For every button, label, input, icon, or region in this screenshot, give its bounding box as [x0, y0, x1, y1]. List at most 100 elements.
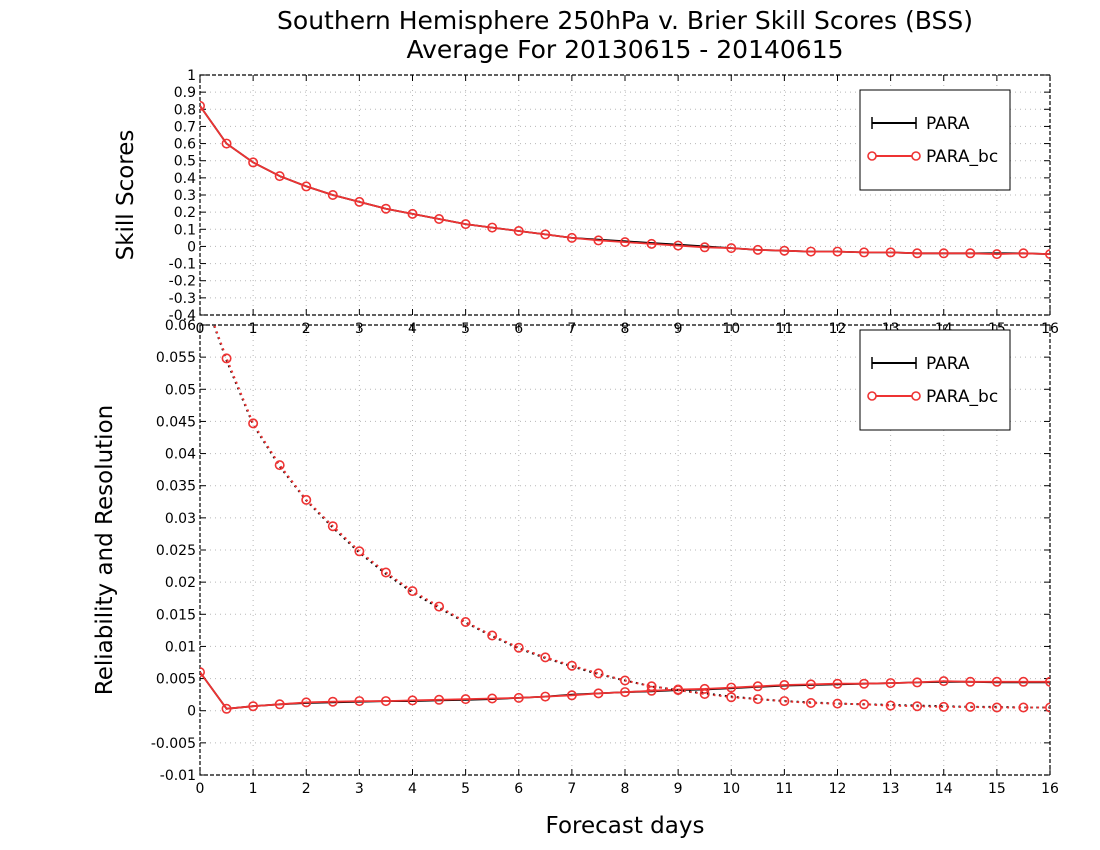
data-point-para-bc — [248, 701, 259, 712]
data-point-para-bc — [938, 701, 949, 712]
data-point-para-bc — [407, 208, 418, 219]
data-point-para-bc — [434, 694, 445, 705]
series-line-para-bc-solid — [200, 105, 1050, 256]
x-tick-label: 7 — [567, 781, 576, 797]
x-tick-label: 8 — [621, 781, 630, 797]
data-point-para-bc — [248, 157, 259, 168]
y-tick-label: 0.03 — [165, 511, 196, 527]
y-tick-label: 0.025 — [156, 543, 196, 559]
data-point-para-bc — [673, 685, 684, 696]
data-point-para-bc — [726, 682, 737, 693]
series-group — [200, 325, 1050, 714]
data-point-para-bc — [832, 246, 843, 257]
data-point-para-bc — [726, 692, 737, 703]
y-tick-label: 0 — [187, 239, 196, 255]
data-point-para-bc — [380, 696, 391, 707]
data-point-para-bc — [912, 701, 923, 712]
data-point-para-bc — [407, 586, 418, 597]
data-point-para-bc — [832, 698, 843, 709]
data-point-para-bc — [513, 226, 524, 237]
legend-marker — [867, 391, 877, 401]
data-point-para-bc — [540, 652, 551, 663]
data-point-para-bc — [965, 676, 976, 687]
legend-box — [859, 329, 1011, 431]
legend-marker — [911, 391, 921, 401]
x-axis-label: Forecast days — [546, 813, 705, 839]
y-tick-label: 0.06 — [165, 318, 196, 334]
data-point-para-bc — [593, 668, 604, 679]
data-point-para-bc — [221, 138, 232, 149]
x-tick-label: 10 — [722, 781, 740, 797]
y-tick-label: 1 — [187, 68, 196, 84]
data-point-para-bc — [274, 460, 285, 471]
x-tick-label: 16 — [1041, 781, 1059, 797]
y-tick-label: 0.2 — [174, 205, 196, 221]
chart-title-line2: Average For 20130615 - 20140615 — [406, 35, 843, 64]
data-point-para-bc — [912, 677, 923, 688]
data-point-para-bc — [1045, 249, 1050, 260]
data-point-para-bc — [1018, 248, 1029, 259]
data-point-para-bc — [380, 567, 391, 578]
y-tick-label: -0.4 — [169, 308, 196, 324]
data-point-para-bc — [434, 214, 445, 225]
data-point-para-bc — [301, 697, 312, 708]
y-tick-label: -0.3 — [169, 291, 196, 307]
data-point-para-bc — [460, 616, 471, 627]
data-point-para-bc — [699, 242, 710, 253]
data-point-para-bc — [593, 235, 604, 246]
data-point-para-bc — [991, 702, 1002, 713]
data-point-para-bc — [832, 678, 843, 689]
data-point-para-bc — [566, 690, 577, 701]
x-tick-label: 3 — [355, 781, 364, 797]
x-tick-label: 13 — [882, 781, 900, 797]
data-point-para-bc — [407, 695, 418, 706]
chart-title-line1: Southern Hemisphere 250hPa v. Brier Skil… — [277, 6, 973, 35]
data-point-para-bc — [540, 691, 551, 702]
legend: PARA PARA_bc — [859, 329, 1011, 431]
data-point-para-bc — [965, 701, 976, 712]
data-point-para-bc — [938, 676, 949, 687]
y-tick-label: 0.4 — [174, 171, 196, 187]
series-line-para-bc-solid — [200, 671, 1050, 710]
y-tick-label: 0.02 — [165, 575, 196, 591]
data-point-para-bc — [859, 247, 870, 258]
x-tick-label: 1 — [249, 781, 258, 797]
data-point-para-bc — [327, 190, 338, 201]
data-point-para-bc — [327, 696, 338, 707]
y-tick-label: -0.01 — [160, 768, 196, 784]
y-tick-label: 0.055 — [156, 350, 196, 366]
y-tick-label: 0.005 — [156, 672, 196, 688]
data-point-para-bc — [859, 678, 870, 689]
data-point-para-bc — [434, 601, 445, 612]
data-point-para-bc — [805, 246, 816, 257]
data-point-para-bc — [354, 196, 365, 207]
y-tick-label: 0.7 — [174, 119, 196, 135]
data-point-para-bc — [487, 222, 498, 233]
legend-label-para: PARA — [926, 114, 970, 134]
legend-label-para-bc: PARA_bc — [926, 147, 998, 167]
data-point-para-bc — [859, 699, 870, 710]
y-tick-label: 0.9 — [174, 85, 196, 101]
data-point-para-bc — [221, 703, 232, 714]
data-point-para-bc — [1018, 702, 1029, 713]
data-point-para-bc — [513, 692, 524, 703]
data-point-para-bc — [248, 418, 259, 429]
y-tick-label: 0.015 — [156, 607, 196, 623]
data-point-para-bc — [752, 681, 763, 692]
skill-scores-panel: 0 1 2 3 4 5 6 7 8 9 10 11 12 13 14 15 16-0.4-0.3-0.2-0.1… — [113, 68, 1059, 337]
data-point-para-bc — [805, 679, 816, 690]
y-tick-label: -0.005 — [151, 736, 196, 752]
data-point-para-bc — [380, 203, 391, 214]
data-point-para-bc — [619, 237, 630, 248]
data-point-para-bc — [540, 229, 551, 240]
y-tick-label: 0.5 — [174, 154, 196, 170]
y-tick-label: 0.045 — [156, 414, 196, 430]
data-point-para-bc — [885, 700, 896, 711]
x-tick-label: 9 — [674, 781, 683, 797]
data-point-para-bc — [991, 676, 1002, 687]
x-tick-label: 6 — [514, 781, 523, 797]
y-tick-label: 0.6 — [174, 137, 196, 153]
data-point-para-bc — [354, 696, 365, 707]
data-point-para-bc — [274, 171, 285, 182]
